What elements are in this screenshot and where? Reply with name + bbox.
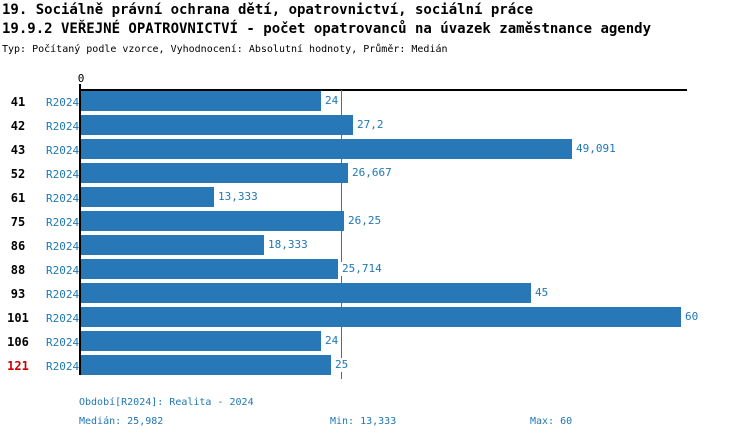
footer-period: Období[R2024]: Realita - 2024 <box>79 397 254 408</box>
bar <box>81 187 214 207</box>
series-label: R2024 <box>46 264 80 277</box>
chart-row: 106 R2024 24 <box>0 331 750 355</box>
category-label: 43 <box>10 143 26 157</box>
series-label: R2024 <box>46 120 80 133</box>
value-label: 25 <box>334 358 350 372</box>
chart-row: 61 R2024 13,333 <box>0 187 750 211</box>
series-label: R2024 <box>46 216 80 229</box>
bar <box>81 211 344 231</box>
value-label: 45 <box>534 286 550 300</box>
chart-row: 86 R2024 18,333 <box>0 235 750 259</box>
x-axis-line <box>79 89 687 91</box>
series-label: R2024 <box>46 360 80 373</box>
value-label: 27,2 <box>356 118 385 132</box>
bar <box>81 331 321 351</box>
bar <box>81 355 331 375</box>
value-label: 24 <box>324 334 340 348</box>
value-label: 49,091 <box>575 142 617 156</box>
series-label: R2024 <box>46 336 80 349</box>
series-label: R2024 <box>46 192 80 205</box>
chart-row: 41 R2024 24 <box>0 91 750 115</box>
category-label: 42 <box>10 119 26 133</box>
footer-min: Min: 13,333 <box>330 416 397 427</box>
chart-row: 121 R2024 25 <box>0 355 750 379</box>
y-axis-line <box>79 84 81 375</box>
chart-row: 88 R2024 25,714 <box>0 259 750 283</box>
series-label: R2024 <box>46 240 80 253</box>
category-label: 93 <box>10 287 26 301</box>
category-label: 52 <box>10 167 26 181</box>
median-reference-line <box>341 90 342 379</box>
bar <box>81 259 338 279</box>
category-label: 75 <box>10 215 26 229</box>
value-label: 26,667 <box>351 166 393 180</box>
category-label: 61 <box>10 191 26 205</box>
category-label: 106 <box>7 335 29 349</box>
value-label: 26,25 <box>347 214 383 228</box>
chart-row: 42 R2024 27,2 <box>0 115 750 139</box>
bar <box>81 91 321 111</box>
series-label: R2024 <box>46 144 80 157</box>
bar <box>81 139 572 159</box>
value-label: 13,333 <box>217 190 259 204</box>
value-label: 18,333 <box>267 238 309 252</box>
bar <box>81 283 531 303</box>
x-axis-origin-label: 0 <box>77 72 85 85</box>
bar <box>81 115 353 135</box>
category-label: 41 <box>10 95 26 109</box>
value-label: 24 <box>324 94 340 108</box>
chart-title-line1: 19. Sociálně právní ochrana dětí, opatro… <box>2 2 534 18</box>
chart-row: 101 R2024 60 <box>0 307 750 331</box>
chart-row: 43 R2024 49,091 <box>0 139 750 163</box>
series-label: R2024 <box>46 96 80 109</box>
series-label: R2024 <box>46 312 80 325</box>
value-label: 25,714 <box>341 262 383 276</box>
category-label: 88 <box>10 263 26 277</box>
category-label: 121 <box>7 359 29 373</box>
series-label: R2024 <box>46 168 80 181</box>
chart-subtitle: Typ: Počítaný podle vzorce, Vyhodnocení:… <box>2 44 448 55</box>
category-label: 86 <box>10 239 26 253</box>
category-label: 101 <box>7 311 29 325</box>
chart-row: 52 R2024 26,667 <box>0 163 750 187</box>
chart-title-line2: 19.9.2 VEŘEJNÉ OPATROVNICTVÍ - počet opa… <box>2 21 652 37</box>
bar <box>81 235 264 255</box>
chart-row: 75 R2024 26,25 <box>0 211 750 235</box>
footer-median: Medián: 25,982 <box>79 416 164 427</box>
bar <box>81 163 348 183</box>
chart-row: 93 R2024 45 <box>0 283 750 307</box>
bar <box>81 307 681 327</box>
series-label: R2024 <box>46 288 80 301</box>
value-label: 60 <box>684 310 700 324</box>
footer-max: Max: 60 <box>530 416 573 427</box>
